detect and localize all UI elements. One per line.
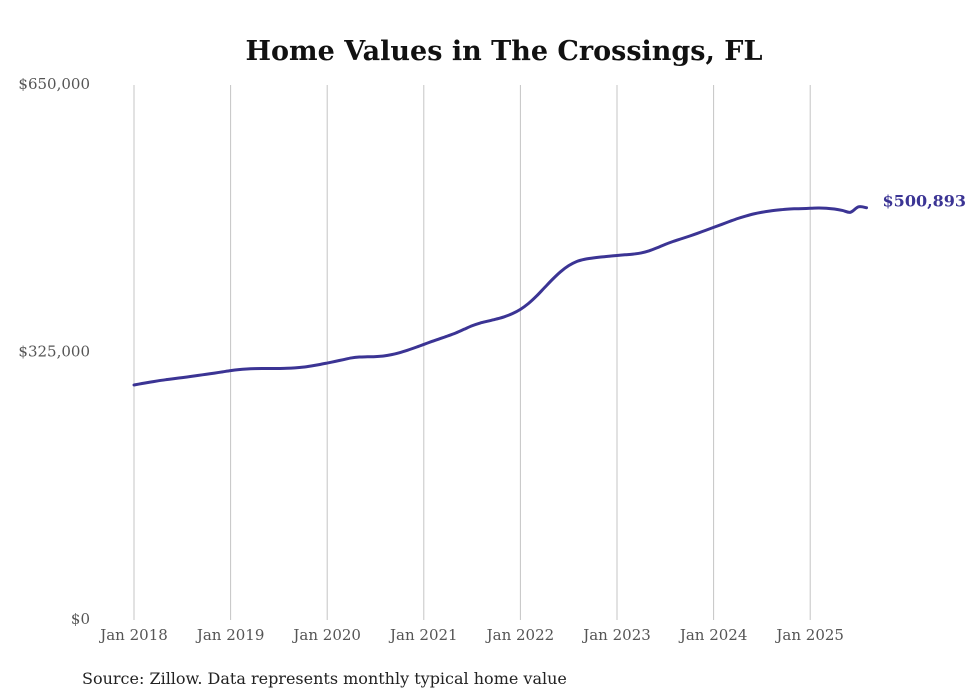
series-layer: $500,893: [132, 192, 967, 387]
y-tick-label: $650,000: [18, 75, 90, 93]
x-tick-label: Jan 2025: [774, 626, 844, 644]
chart-title: Home Values in The Crossings, FL: [246, 36, 763, 67]
x-tick-label: Jan 2024: [678, 626, 748, 644]
x-tick-label: Jan 2020: [291, 626, 361, 644]
x-tick-label: Jan 2019: [195, 626, 265, 644]
x-tick-label: Jan 2021: [388, 626, 458, 644]
x-tick-label: Jan 2018: [98, 626, 168, 644]
x-tick-label: Jan 2022: [485, 626, 555, 644]
x-axis: Jan 2018 Jan 2019 Jan 2020 Jan 2021 Jan 2022…: [98, 626, 844, 644]
series-line: [132, 205, 869, 387]
gridlines: [133, 85, 811, 620]
y-axis: $0 $325,000 $650,000: [18, 75, 90, 628]
y-tick-label: $325,000: [18, 343, 90, 361]
y-tick-label: $0: [71, 610, 90, 628]
source-note: Source: Zillow. Data represents monthly …: [82, 669, 567, 688]
end-value-label: $500,893: [883, 192, 967, 211]
x-tick-label: Jan 2023: [581, 626, 651, 644]
